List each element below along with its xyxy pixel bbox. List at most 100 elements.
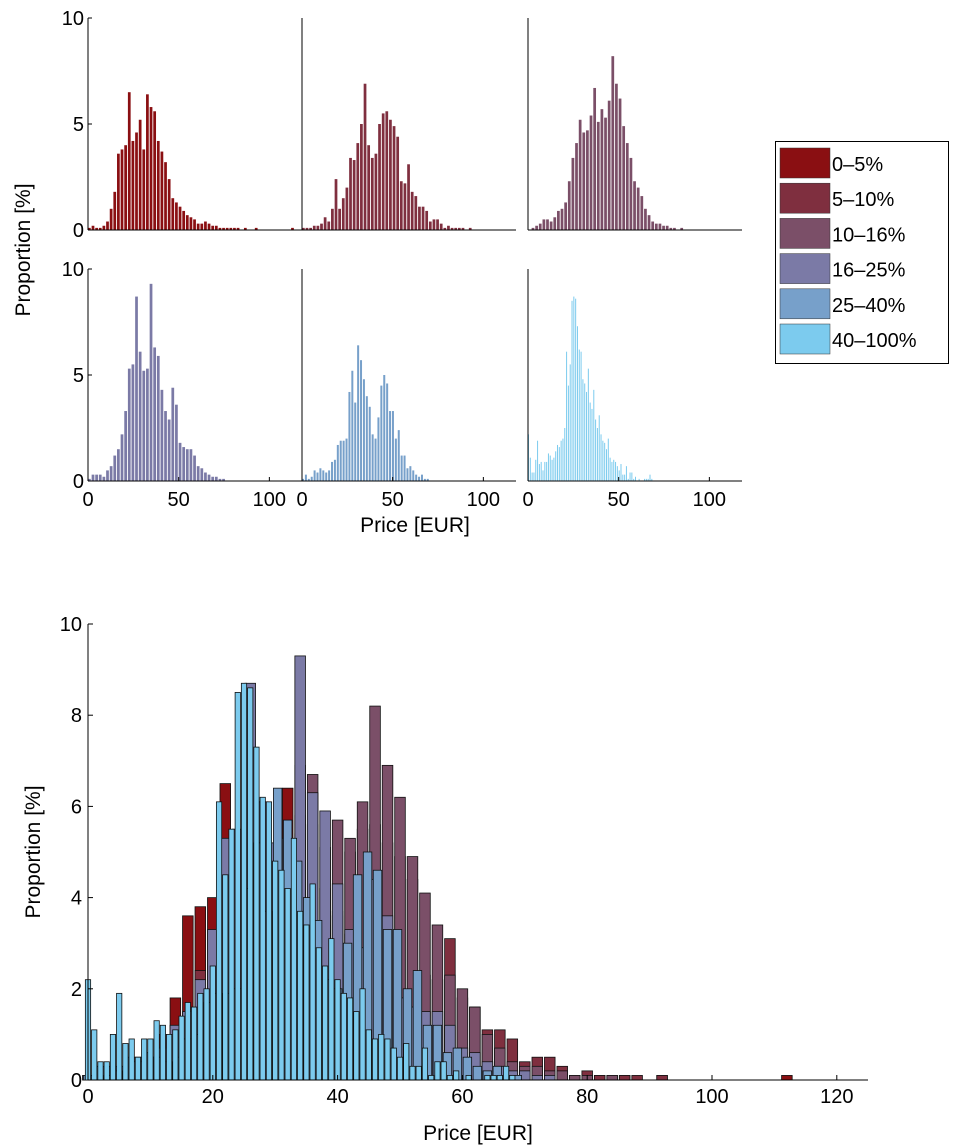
bar bbox=[418, 206, 421, 230]
bar bbox=[197, 992, 204, 1081]
panel-25-40%: 0 50 100 bbox=[296, 269, 516, 511]
bar bbox=[586, 130, 589, 230]
bar bbox=[465, 1075, 472, 1081]
bar bbox=[167, 419, 171, 481]
bar bbox=[418, 476, 421, 481]
y-tick-label: 8 bbox=[71, 705, 82, 727]
x-tick-label: 50 bbox=[382, 489, 404, 511]
bar bbox=[403, 1043, 410, 1081]
bar bbox=[207, 223, 211, 230]
bar bbox=[551, 459, 553, 481]
bar bbox=[615, 461, 617, 481]
bar bbox=[625, 466, 627, 481]
bar bbox=[182, 210, 186, 230]
bar bbox=[631, 472, 633, 481]
x-tick-label: 100 bbox=[695, 1086, 728, 1108]
bar bbox=[178, 1015, 185, 1081]
bar bbox=[159, 1024, 166, 1081]
x-tick-label: 0 bbox=[296, 489, 307, 511]
bar bbox=[547, 453, 549, 481]
bar bbox=[333, 459, 336, 481]
bar bbox=[390, 1047, 397, 1081]
bar bbox=[160, 151, 164, 230]
bar bbox=[189, 449, 193, 481]
bar bbox=[322, 965, 329, 1081]
bar bbox=[191, 1006, 198, 1081]
legend-swatch-10-16% bbox=[779, 218, 831, 249]
bar bbox=[560, 208, 564, 230]
bar bbox=[229, 227, 233, 230]
bar bbox=[496, 1075, 503, 1081]
bar bbox=[645, 478, 647, 481]
bar bbox=[365, 1029, 372, 1081]
bar bbox=[542, 219, 546, 230]
y-tick-label: 10 bbox=[60, 614, 82, 636]
bar bbox=[394, 438, 397, 481]
bar bbox=[586, 391, 588, 481]
x-tick-label: 0 bbox=[82, 489, 93, 511]
bar bbox=[211, 225, 215, 230]
bar bbox=[490, 1075, 497, 1081]
bar bbox=[185, 449, 189, 481]
bar bbox=[571, 300, 573, 481]
bar bbox=[396, 1056, 404, 1081]
bar bbox=[354, 402, 357, 481]
bar bbox=[461, 227, 465, 230]
bar bbox=[644, 478, 646, 481]
y-tick-label: 10 bbox=[62, 259, 84, 281]
bar bbox=[98, 227, 102, 230]
legend-label: 40–100% bbox=[832, 330, 917, 352]
bar bbox=[172, 1029, 179, 1081]
bar bbox=[164, 411, 167, 481]
bar bbox=[304, 474, 307, 481]
bar bbox=[316, 225, 320, 230]
bar bbox=[450, 227, 454, 230]
bar bbox=[669, 227, 673, 230]
bar bbox=[131, 364, 135, 481]
bar bbox=[631, 1075, 643, 1081]
bar bbox=[434, 1061, 441, 1081]
bar bbox=[564, 202, 567, 230]
bar bbox=[370, 157, 374, 230]
bar bbox=[189, 217, 193, 230]
bar bbox=[446, 1075, 453, 1081]
bar bbox=[425, 210, 429, 230]
x-axis-title: Price [EUR] bbox=[423, 1122, 533, 1145]
bar bbox=[484, 1075, 491, 1081]
bar bbox=[380, 385, 383, 481]
bar bbox=[342, 440, 345, 481]
bar bbox=[309, 227, 312, 230]
bar bbox=[138, 119, 142, 230]
bar bbox=[203, 988, 210, 1081]
bar bbox=[558, 447, 560, 481]
panel-40-100%: 0 50 100 bbox=[522, 269, 742, 511]
bar bbox=[371, 434, 374, 481]
bar bbox=[142, 370, 146, 481]
bar bbox=[178, 206, 182, 230]
bar bbox=[406, 468, 409, 481]
bar bbox=[353, 1011, 360, 1081]
x-tick-label: 0 bbox=[82, 1086, 93, 1108]
bar bbox=[604, 442, 606, 481]
legend-swatch-40-100% bbox=[779, 323, 831, 355]
bar bbox=[95, 474, 98, 481]
bar bbox=[578, 349, 580, 481]
bar bbox=[555, 451, 557, 481]
bar bbox=[622, 126, 626, 230]
bar bbox=[307, 478, 310, 481]
bar bbox=[540, 461, 542, 481]
legend-label: 10–16% bbox=[832, 224, 906, 246]
bar bbox=[596, 428, 598, 481]
bar bbox=[587, 368, 589, 481]
bar bbox=[575, 143, 578, 230]
bar bbox=[319, 468, 322, 481]
y-tick-label: 0 bbox=[71, 1070, 82, 1092]
bar bbox=[359, 988, 366, 1081]
bar bbox=[348, 391, 351, 481]
bar bbox=[662, 225, 665, 230]
bar bbox=[356, 143, 360, 230]
bar bbox=[88, 478, 91, 481]
bar bbox=[184, 1002, 191, 1081]
bar bbox=[228, 828, 235, 1081]
bar bbox=[91, 1029, 98, 1081]
